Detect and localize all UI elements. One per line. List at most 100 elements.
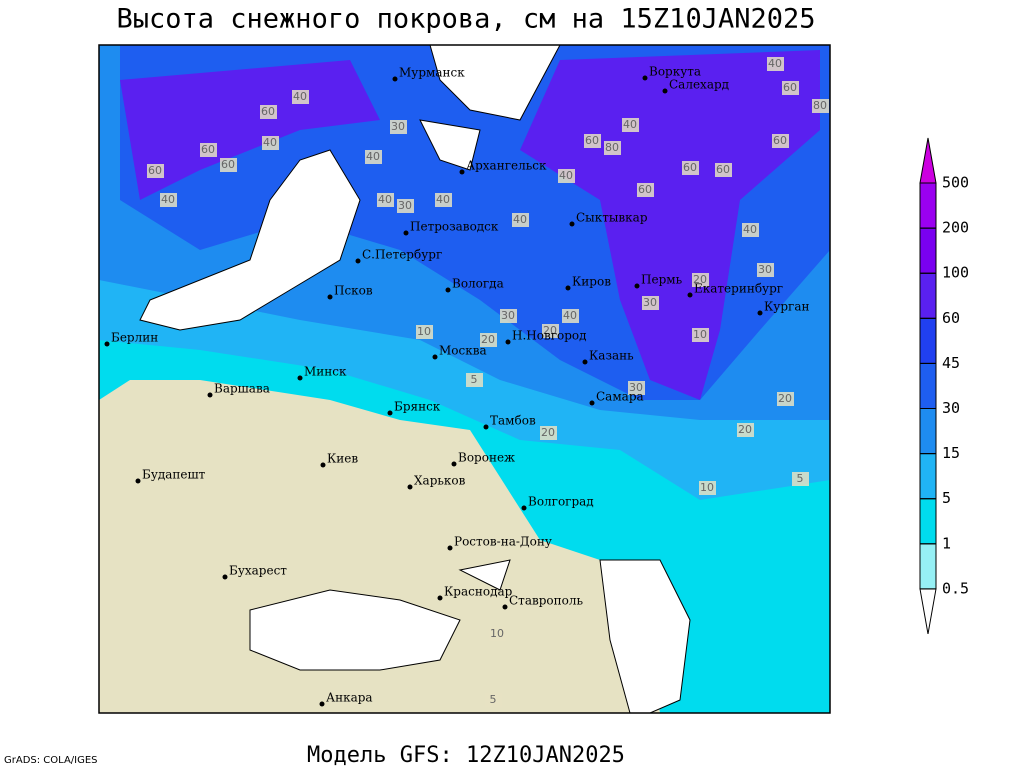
city-dot	[432, 354, 438, 360]
contour-label: 60	[783, 81, 797, 94]
contour-label-box	[542, 324, 559, 338]
contour-label-box	[377, 193, 394, 207]
contour-label-box	[485, 693, 502, 707]
contour-label-box	[147, 164, 164, 178]
contour-label: 40	[263, 136, 277, 149]
sea	[419, 119, 481, 171]
contour-label: 80	[813, 99, 827, 112]
contour-label: 60	[638, 183, 652, 196]
city-dot	[565, 285, 571, 291]
city-dot	[407, 484, 413, 490]
city-dot	[642, 75, 648, 81]
city-label: Будапешт	[142, 468, 206, 482]
contour-label-box	[682, 161, 699, 175]
city-label: Харьков	[414, 474, 466, 488]
city-label: Варшава	[214, 382, 270, 396]
contour-label-box	[390, 120, 407, 134]
city-label: Киров	[572, 275, 611, 289]
city-dot	[757, 310, 763, 316]
city-dot	[459, 169, 465, 175]
contour-label: 60	[683, 161, 697, 174]
colorbar-band	[919, 362, 937, 409]
city-label: Курган	[764, 300, 809, 314]
contour-label-box	[767, 57, 784, 71]
city-label: Минск	[304, 365, 347, 379]
contour-label-box	[292, 90, 309, 104]
colorbar-label: 0.5	[942, 579, 969, 597]
colorbar-label: 30	[942, 399, 960, 417]
contour-label: 10	[700, 481, 714, 494]
contour-label: 60	[716, 163, 730, 176]
contour-label-box	[742, 223, 759, 237]
contour-label: 20	[778, 392, 792, 405]
contour-label: 10	[417, 325, 431, 338]
city-label: Воркута	[649, 65, 701, 79]
city-label: Ростов-на-Дону	[454, 535, 552, 549]
city-label: Самара	[596, 390, 644, 404]
contour-label-box	[558, 169, 575, 183]
contour-label-box	[737, 423, 754, 437]
contour-label: 30	[501, 309, 515, 322]
contour-label: 40	[378, 193, 392, 206]
contour-label: 30	[629, 381, 643, 394]
colorbar-band	[919, 227, 937, 274]
sea	[249, 589, 461, 671]
contour-label-box	[562, 309, 579, 323]
sea	[429, 45, 561, 121]
contour-label: 10	[490, 627, 504, 640]
city-dot	[392, 76, 398, 82]
city-label: Сыктывкар	[576, 211, 648, 225]
contour-label-box	[812, 99, 829, 113]
contour-label: 40	[743, 223, 757, 236]
contour-label: 20	[481, 333, 495, 346]
contour-label: 30	[643, 296, 657, 309]
contour-label-box	[782, 81, 799, 95]
city-label: Киев	[327, 452, 358, 466]
contour-label: 5	[490, 693, 497, 706]
contour-label: 30	[391, 120, 405, 133]
contour-label: 40	[161, 193, 175, 206]
contour-label-box	[642, 296, 659, 310]
contour-label-box	[466, 373, 483, 387]
contour-label: 40	[559, 169, 573, 182]
city-label: Бухарест	[229, 564, 287, 578]
contour-label: 80	[605, 141, 619, 154]
city-label: Воронеж	[458, 451, 515, 465]
city-label: Псков	[334, 284, 373, 298]
colorbar-label: 15	[942, 444, 960, 462]
contour-label-box	[637, 183, 654, 197]
contour-label-box	[365, 150, 382, 164]
city-dot	[327, 294, 333, 300]
city-dot	[505, 339, 511, 345]
city-label: Вологда	[452, 277, 504, 291]
contour-label: 60	[201, 143, 215, 156]
contour-label: 40	[768, 57, 782, 70]
map-frame	[98, 44, 831, 714]
city-label: Тамбов	[490, 414, 536, 428]
colorbar-band	[919, 498, 937, 545]
contour-label-box	[416, 325, 433, 339]
contour-label: 5	[797, 472, 804, 485]
city-label: Брянск	[394, 400, 441, 414]
city-label: Архангельск	[466, 159, 547, 173]
city-label: Петрозаводск	[410, 220, 499, 234]
city-label: Салехард	[669, 78, 729, 92]
sea	[458, 559, 511, 591]
contour-label: 40	[293, 90, 307, 103]
colorbar-label: 60	[942, 309, 960, 327]
city-dot	[403, 230, 409, 236]
contour-label: 5	[471, 373, 478, 386]
city-dot	[104, 341, 110, 347]
contour-label: 40	[366, 150, 380, 163]
contour-label: 20	[543, 324, 557, 337]
contour-label-box	[262, 136, 279, 150]
contour-label-box	[489, 627, 506, 641]
colorbar-cap	[919, 588, 937, 634]
city-dot	[662, 88, 668, 94]
contour-label: 20	[541, 426, 555, 439]
contour-label-box	[772, 134, 789, 148]
contour-label-box	[777, 392, 794, 406]
